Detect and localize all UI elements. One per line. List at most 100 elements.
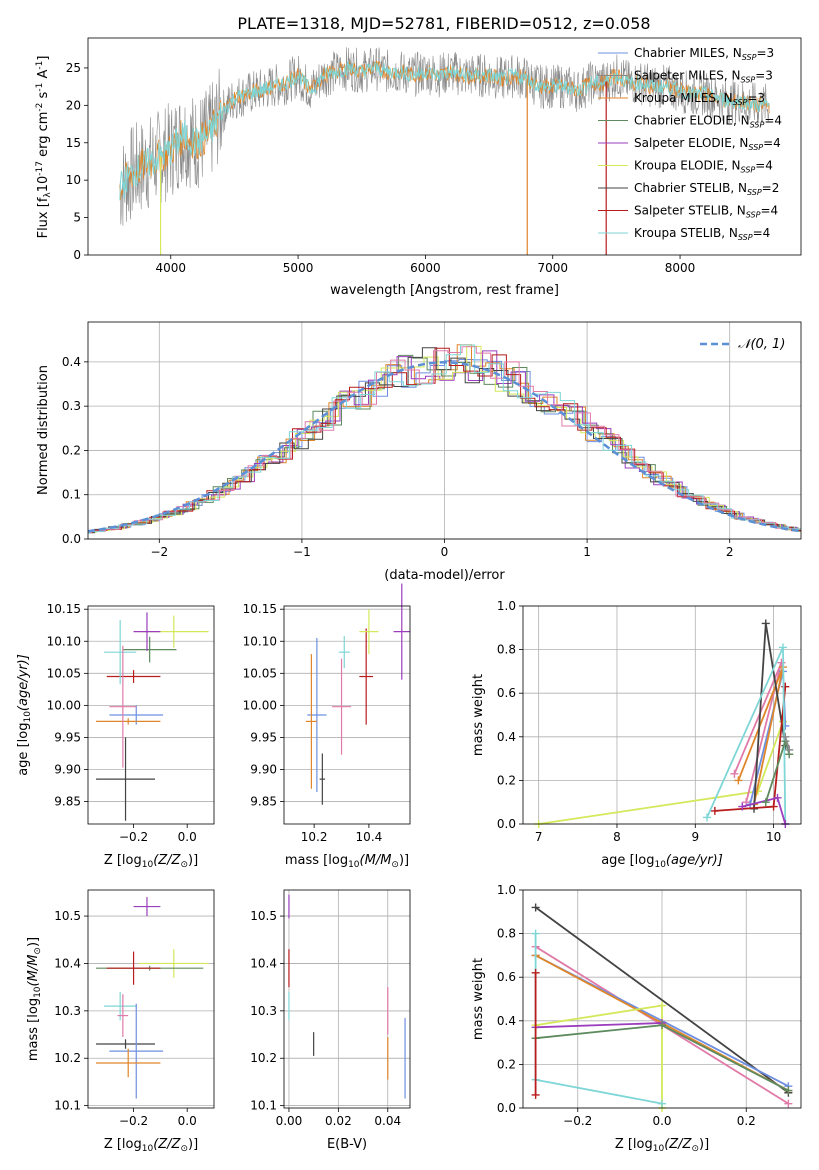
label-part: Z [log bbox=[104, 853, 142, 868]
label-part: SSP bbox=[742, 53, 757, 62]
age_vs_Z-frame bbox=[87, 605, 215, 825]
label-part: Chabrier MILES, N bbox=[634, 46, 742, 60]
label-part: (M/M bbox=[26, 955, 41, 987]
weight-marker bbox=[773, 793, 782, 802]
weight-series-line bbox=[535, 906, 789, 1094]
weight-marker bbox=[658, 1099, 666, 1108]
label-part: 4 bbox=[771, 204, 779, 218]
label-part: SSP bbox=[738, 233, 753, 242]
label-part: 2 bbox=[772, 181, 780, 195]
y-tick-label: 1.0 bbox=[497, 599, 516, 613]
y-tick-label: 10.05 bbox=[243, 666, 277, 680]
y-tick-label: 10.5 bbox=[54, 909, 81, 923]
errorbar-point bbox=[133, 897, 161, 917]
label-part: mass [log bbox=[26, 998, 41, 1061]
errorbar-point bbox=[106, 951, 161, 985]
weight-marker bbox=[531, 929, 540, 938]
x-tick-label: 7 bbox=[535, 830, 543, 844]
mass_vs_Z-xlabel: Z [log10(Z/Z⊙)] bbox=[104, 1137, 198, 1154]
y-tick-label: 9.95 bbox=[250, 730, 277, 744]
mass_vs_Z-ylabel: mass [log10(M/M⊙)] bbox=[26, 937, 43, 1061]
legend-entry: Kroupa STELIB, NSSP=4 bbox=[634, 226, 770, 242]
weight-marker bbox=[781, 682, 790, 691]
residuals-frame bbox=[87, 321, 802, 540]
label-part: erg cm bbox=[36, 112, 51, 161]
label-part: (Z/Z bbox=[153, 1137, 181, 1152]
x-tick-label: 7000 bbox=[537, 261, 568, 275]
y-tick-label: 10.00 bbox=[47, 698, 81, 712]
y-tick-label: 0.4 bbox=[497, 1014, 516, 1028]
label-part: ⊙ bbox=[391, 860, 399, 870]
weight_vs_Z-frame bbox=[522, 889, 802, 1109]
y-tick-label: 10.10 bbox=[47, 634, 81, 648]
x-tick-label: −0.2 bbox=[119, 1114, 148, 1128]
errorbar-point bbox=[104, 620, 137, 685]
label-part: SSP bbox=[733, 98, 748, 107]
label-part: 10 bbox=[348, 860, 360, 870]
label-part: Salpeter ELODIE, N bbox=[634, 136, 748, 150]
errorbar-point bbox=[109, 1003, 164, 1099]
label-part: ] bbox=[36, 56, 51, 61]
legend-entry: Chabrier MILES, NSSP=3 bbox=[634, 46, 774, 62]
label-part: ⊙ bbox=[691, 1144, 699, 1154]
age_vs_mass-frame bbox=[283, 605, 411, 825]
label-part: λ bbox=[43, 192, 53, 198]
errorbar-point bbox=[305, 654, 317, 789]
spectrum-model-line bbox=[119, 59, 770, 201]
y-tick-label: 0.8 bbox=[497, 643, 516, 657]
y-tick-label: 0.4 bbox=[62, 355, 81, 369]
label-part: )] bbox=[26, 937, 41, 947]
y-tick-label: 5 bbox=[73, 211, 81, 225]
label-part: Chabrier STELIB, N bbox=[634, 181, 747, 195]
errorbar-point bbox=[338, 636, 350, 669]
mass_vs_Z-axes: −0.2 0.0 10.1 10.2 10.3 10.4 10.5 bbox=[54, 909, 214, 1128]
x-tick-label: 0.00 bbox=[276, 1114, 303, 1128]
y-tick-label: 9.95 bbox=[54, 730, 81, 744]
x-tick-label: 8000 bbox=[665, 261, 696, 275]
age_vs_Z-axes: −0.2 0.0 9.85 9.90 9.95 10.00 10.05 10.10 10.15 bbox=[47, 602, 214, 844]
age_vs_mass-xlabel: mass [log10(M/M⊙)] bbox=[285, 853, 409, 870]
weight-marker bbox=[730, 769, 739, 778]
y-tick-label: 0.4 bbox=[497, 730, 516, 744]
age_vs_mass-axes: 10.2 10.4 9.85 9.90 9.95 10.00 10.05 10.10 10.15 bbox=[243, 602, 410, 844]
x-tick-label: 0.04 bbox=[374, 1114, 401, 1128]
y-tick-label: 10 bbox=[66, 173, 81, 187]
legend-entry: Kroupa ELODIE, NSSP=4 bbox=[634, 159, 773, 175]
mass_vs_Z-frame bbox=[87, 889, 215, 1109]
label-part: Salpeter MILES, N bbox=[634, 69, 741, 83]
errorbar-point bbox=[96, 1039, 156, 1049]
y-tick-label: 0.1 bbox=[62, 488, 81, 502]
x-tick-label: 10.4 bbox=[356, 830, 383, 844]
y-tick-label: 20 bbox=[66, 98, 81, 112]
spectrum-xlabel: wavelength [Angstrom, rest frame] bbox=[330, 283, 559, 298]
label-part: 10 bbox=[142, 860, 154, 870]
weight_vs_Z-ylabel: mass weight bbox=[471, 958, 486, 1040]
weight-marker bbox=[531, 903, 540, 912]
errorbar-point bbox=[393, 583, 410, 680]
errorbar-point bbox=[359, 609, 379, 655]
weight-marker bbox=[738, 802, 747, 811]
x-tick-label: −2 bbox=[150, 545, 168, 559]
label-part: age [log bbox=[16, 723, 31, 776]
histogram-series bbox=[88, 344, 801, 534]
y-tick-label: 10.1 bbox=[250, 1099, 277, 1113]
x-tick-label: 2 bbox=[726, 545, 734, 559]
label-part: -2 bbox=[35, 103, 45, 112]
errorbar-point bbox=[138, 949, 209, 978]
errorbar-point bbox=[106, 670, 161, 683]
x-tick-label: 6000 bbox=[410, 261, 441, 275]
age_vs_Z-ylabel: age [log10(age/yr)] bbox=[16, 654, 33, 776]
label-part: 4 bbox=[773, 136, 781, 150]
y-tick-label: 10.5 bbox=[250, 909, 277, 923]
weight_vs_age-frame bbox=[522, 605, 802, 825]
label-part: Kroupa STELIB, N bbox=[634, 226, 738, 240]
errorbar-point bbox=[133, 612, 161, 651]
y-tick-label: 10.1 bbox=[54, 1099, 81, 1113]
y-tick-label: 0.2 bbox=[497, 1057, 516, 1071]
errorbar-point bbox=[122, 636, 177, 663]
weight-series-line bbox=[535, 1022, 663, 1029]
weight-marker bbox=[658, 1021, 666, 1030]
weight-marker bbox=[769, 802, 778, 811]
y-tick-label: 9.85 bbox=[250, 795, 277, 809]
label-part: 10 bbox=[653, 1144, 665, 1154]
